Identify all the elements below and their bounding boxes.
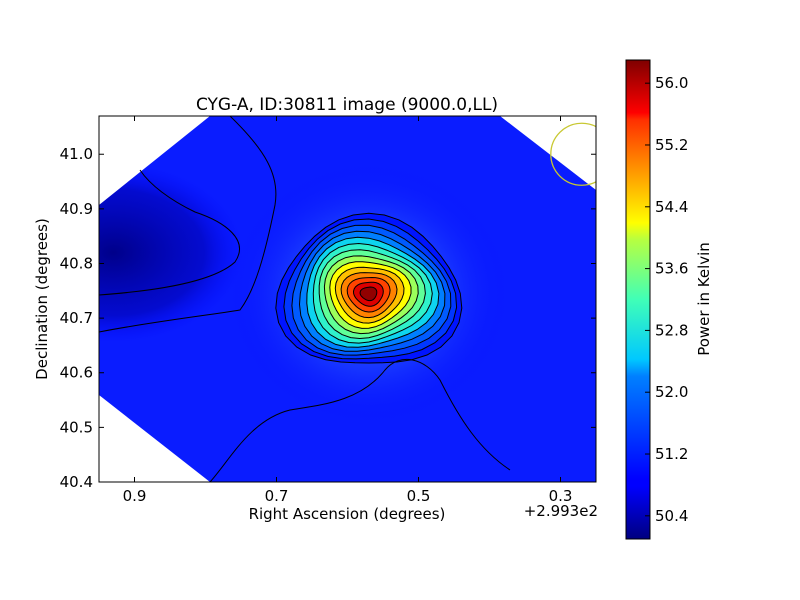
contour-line	[329, 261, 412, 329]
contour-line	[298, 230, 446, 352]
masked-corner-3	[99, 395, 210, 482]
x-tick-label: 0.5	[407, 487, 431, 505]
colorbar-gradient	[625, 59, 651, 540]
contour-line	[334, 266, 405, 324]
contour-line	[359, 286, 378, 302]
cold-region	[99, 162, 244, 343]
contour-line	[323, 255, 419, 335]
colorbar-tick-label: 52.0	[655, 383, 688, 401]
x-tick-label: 0.3	[549, 487, 573, 505]
x-tick-label: 0.9	[123, 487, 147, 505]
y-tick-label: 41.0	[60, 145, 93, 163]
colorbar-ticks: 50.4 51.2 52.0 52.8 53.6 54.4 55.2 56.0	[645, 74, 688, 525]
colorbar-label: Power in Kelvin	[695, 242, 713, 356]
contour-lines	[99, 116, 511, 482]
masked-corner-2	[500, 116, 596, 190]
y-tick-label: 40.8	[60, 254, 93, 272]
contour-line	[312, 242, 433, 344]
y-tick-label: 40.6	[60, 364, 93, 382]
x-axis-label: Right Ascension (degrees)	[249, 505, 446, 523]
x-tick-label: 0.7	[265, 487, 289, 505]
contour-line	[352, 281, 384, 307]
contour-line	[306, 236, 440, 348]
colorbar-tick-label: 51.2	[655, 445, 688, 463]
contour-line	[346, 276, 391, 313]
colorbar-tick-label: 56.0	[655, 74, 688, 92]
colorbar-tick-label: 52.8	[655, 321, 688, 339]
colorbar-tick-label: 55.2	[655, 136, 688, 154]
contour-line	[291, 224, 452, 356]
contour-line	[99, 169, 240, 296]
y-tick-label: 40.5	[60, 418, 93, 436]
colorbar-tick-label: 54.4	[655, 198, 688, 216]
plot-area	[99, 116, 596, 482]
level-fill	[360, 287, 377, 301]
contour-line	[340, 272, 398, 319]
x-axis-offset: +2.993e2	[524, 502, 598, 520]
chart-title: CYG-A, ID:30811 image (9000.0,LL)	[196, 95, 498, 115]
contour-line	[318, 249, 426, 340]
beam-circle	[550, 122, 596, 186]
colorbar-tick-label: 53.6	[655, 260, 688, 278]
colorbar: 50.4 51.2 52.0 52.8 53.6 54.4 55.2 56.0 Power i…	[625, 59, 713, 540]
axes-frame	[98, 115, 597, 483]
colorbar-tick-label: 50.4	[655, 507, 688, 525]
contour-line	[209, 359, 511, 482]
y-tick-label: 40.9	[60, 200, 93, 218]
y-axis-ticks: 40.4 40.5 40.6 40.7 40.8 40.9 41.0	[60, 145, 596, 491]
contour-line	[99, 116, 277, 333]
y-tick-label: 40.4	[60, 473, 93, 491]
y-axis-label: Declination (degrees)	[33, 218, 51, 380]
y-tick-label: 40.7	[60, 309, 93, 327]
contour-line	[283, 218, 458, 360]
x-axis-ticks: 0.9 0.7 0.5 0.3	[123, 116, 573, 505]
masked-corner-1	[99, 116, 210, 205]
